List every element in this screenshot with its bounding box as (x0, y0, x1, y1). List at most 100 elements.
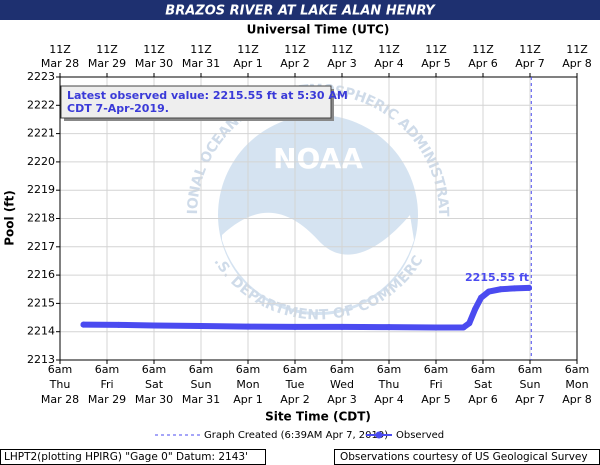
annotation-box (60, 85, 332, 119)
x-tick-label: Sat (145, 378, 164, 391)
x-tick-label: 6am (283, 363, 307, 376)
data-point (80, 321, 87, 328)
x-tick-label: 6am (518, 363, 542, 376)
footer-left: LHPT2(plotting HPIRG) "Gage 0" Datum: 21… (4, 451, 248, 463)
y-axis-label: Pool (ft) (3, 190, 17, 246)
watermark-wave (222, 212, 414, 312)
x-tick-label: Wed (330, 378, 354, 391)
x-tick-label: Sat (474, 378, 493, 391)
watermark-text: NOAA (273, 142, 363, 175)
data-point (472, 306, 479, 313)
x2-tick-label: 11Z (519, 43, 541, 56)
y-tick-label: 2222 (27, 98, 55, 111)
x2-tick-label: Mar 30 (135, 57, 173, 70)
x-tick-label: Apr 2 (280, 393, 310, 406)
x2-tick-label: 11Z (237, 43, 259, 56)
y-tick-label: 2215 (27, 296, 55, 309)
x-tick-label: Apr 5 (421, 393, 451, 406)
legend: Observed (366, 430, 444, 441)
data-point (485, 288, 492, 295)
x2-tick-label: 11Z (96, 43, 118, 56)
x-tick-label: Mar 29 (88, 393, 126, 406)
chart-title: BRAZOS RIVER AT LAKE ALAN HENRY (165, 4, 436, 19)
x-axis-label: Site Time (CDT) (265, 410, 371, 424)
annotation-line: CDT 7-Apr-2019. (67, 102, 169, 115)
x-tick-label: 6am (424, 363, 448, 376)
data-point (460, 324, 467, 331)
x-tick-label: Mar 31 (182, 393, 220, 406)
x-tick-label: 6am (189, 363, 213, 376)
y-tick-label: 2220 (27, 155, 55, 168)
data-label: 2215.55 ft (465, 271, 529, 284)
x-tick-label: Thu (378, 378, 400, 391)
x2-tick-label: Mar 31 (182, 57, 220, 70)
x-tick-label: Apr 7 (515, 393, 545, 406)
x2-tick-label: 11Z (284, 43, 306, 56)
data-point (526, 284, 533, 291)
x-tick-label: Mar 28 (41, 393, 79, 406)
data-point (466, 320, 473, 327)
legend-label: Observed (396, 430, 444, 441)
x2-tick-label: Apr 8 (562, 57, 592, 70)
data-point (433, 324, 439, 331)
x-tick-label: Apr 6 (468, 393, 498, 406)
x-tick-label: Thu (49, 378, 71, 391)
y-tick-label: 2219 (27, 183, 55, 196)
data-point (478, 294, 485, 301)
x-tick-label: 6am (471, 363, 495, 376)
x2-tick-label: Apr 6 (468, 57, 498, 70)
x2-tick-label: Apr 2 (280, 57, 310, 70)
data-point (115, 321, 122, 328)
x-tick-label: Sun (191, 378, 212, 391)
x-tick-label: Fri (100, 378, 113, 391)
x2-tick-label: 11Z (49, 43, 71, 56)
x-tick-label: 6am (330, 363, 354, 376)
footer-right: Observations courtesy of US Geological S… (340, 451, 588, 463)
x-tick-label: 6am (48, 363, 72, 376)
data-point (198, 323, 204, 330)
y-tick-label: 2216 (27, 268, 55, 281)
x2-tick-label: 11Z (190, 43, 212, 56)
x2-tick-label: 11Z (472, 43, 494, 56)
x-tick-label: 6am (236, 363, 260, 376)
x-tick-label: Sun (520, 378, 541, 391)
y-tick-label: 2223 (27, 70, 55, 83)
x-tick-label: Mar 30 (135, 393, 173, 406)
y-tick-label: 2214 (27, 325, 55, 338)
data-point (292, 323, 298, 330)
x2-tick-label: 11Z (425, 43, 447, 56)
y-tick-label: 2213 (27, 353, 55, 366)
x2-tick-label: Apr 1 (233, 57, 263, 70)
x-tick-label: Mon (236, 378, 259, 391)
x-tick-label: 6am (565, 363, 589, 376)
x-tick-label: 6am (142, 363, 166, 376)
x2-tick-label: Apr 3 (327, 57, 357, 70)
data-point (151, 322, 157, 329)
x-tick-label: Mon (565, 378, 588, 391)
title-bar (0, 0, 600, 20)
x-tick-label: Apr 4 (374, 393, 404, 406)
x2-tick-label: 11Z (566, 43, 588, 56)
x2-tick-label: Mar 28 (41, 57, 79, 70)
data-point (245, 323, 251, 330)
x-tick-label: Tue (285, 378, 305, 391)
x-tick-label: Apr 8 (562, 393, 592, 406)
x-tick-label: 6am (377, 363, 401, 376)
legend-label: Graph Created (6:39AM Apr 7, 2019) (204, 430, 388, 441)
data-point (339, 323, 345, 330)
x2-tick-label: Apr 5 (421, 57, 451, 70)
x2-tick-label: Apr 4 (374, 57, 404, 70)
x-tick-label: Apr 3 (327, 393, 357, 406)
x2-tick-label: 11Z (331, 43, 353, 56)
y-tick-label: 2217 (27, 240, 55, 253)
legend-swatch-dot (375, 431, 383, 439)
y-tick-label: 2218 (27, 212, 55, 225)
data-point (386, 324, 392, 331)
x-tick-label: Fri (429, 378, 442, 391)
x2-tick-label: Mar 29 (88, 57, 126, 70)
annotation-line: Latest observed value: 2215.55 ft at 5:3… (67, 89, 348, 102)
y-tick-label: 2221 (27, 127, 55, 140)
x2-tick-label: Apr 7 (515, 57, 545, 70)
x-tick-label: 6am (95, 363, 119, 376)
